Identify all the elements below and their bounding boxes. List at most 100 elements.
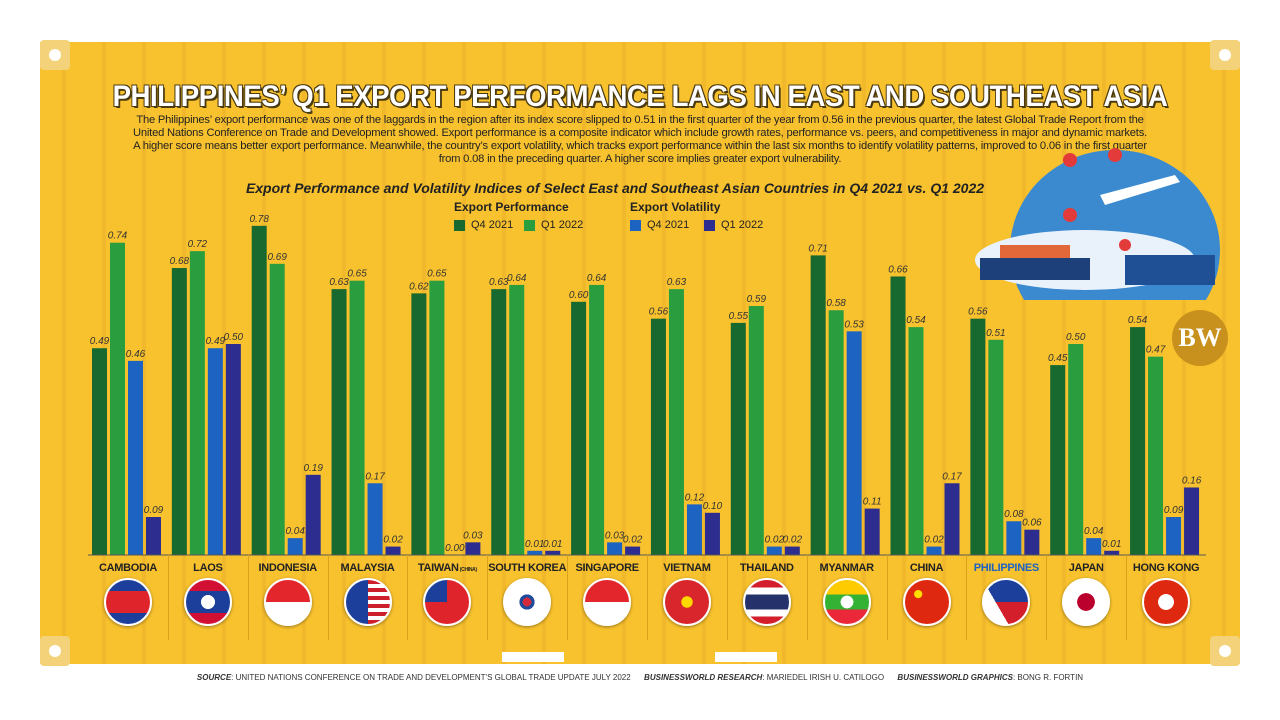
graphics-label: BUSINESSWORLD GRAPHICS — [897, 673, 1013, 682]
legend-item: Q1 2022 — [524, 219, 583, 231]
bar-thailand-s0 — [730, 322, 746, 555]
bar-taiwan-s0 — [411, 293, 427, 555]
bar-laos-s2 — [207, 348, 223, 555]
divider — [247, 555, 249, 640]
divider — [726, 555, 728, 640]
value-label: 0.50 — [224, 332, 244, 343]
value-label: 0.66 — [888, 264, 908, 275]
bar-myanmar-s1 — [828, 310, 844, 555]
legend-label: Q4 2021 — [647, 219, 690, 231]
category-label: MALAYSIA — [340, 562, 395, 574]
legend-swatch — [630, 219, 641, 231]
value-label: 0.03 — [463, 530, 483, 541]
value-label: 0.74 — [108, 231, 128, 242]
bar-thailand-s3 — [784, 546, 800, 555]
bar-japan-s1 — [1068, 344, 1084, 555]
legend-item: Q4 2021 — [454, 219, 513, 231]
divider — [806, 555, 808, 640]
bar-laos-s3 — [225, 344, 241, 555]
flag-china-icon — [902, 578, 951, 626]
flag-indonesia-icon — [263, 578, 312, 626]
source-label: SOURCE — [196, 673, 232, 682]
value-label: 0.78 — [249, 214, 269, 225]
flag-vietnam-icon — [662, 578, 711, 626]
value-label: 0.02 — [765, 535, 785, 546]
value-label: 0.56 — [968, 307, 988, 318]
bar-malaysia-s2 — [367, 483, 383, 555]
bar-south-korea-s3 — [545, 550, 561, 555]
bar-vietnam-s0 — [650, 318, 666, 555]
value-label: 0.46 — [126, 349, 146, 360]
legend-group-performance: Export Performance — [454, 200, 569, 214]
flag-malaysia-icon — [343, 578, 392, 626]
divider — [1046, 555, 1048, 640]
bar-myanmar-s2 — [846, 331, 862, 555]
flag-laos-icon — [183, 578, 232, 626]
value-label: 0.45 — [1048, 353, 1068, 364]
flag-cambodia-icon — [104, 578, 152, 626]
flag-myanmar-icon — [822, 578, 871, 626]
bar-japan-s0 — [1050, 365, 1066, 555]
category-label: CHINA — [909, 562, 944, 574]
divider — [966, 555, 968, 640]
divider — [1126, 555, 1128, 640]
bar-myanmar-s3 — [864, 508, 880, 555]
category-label: THAILAND — [739, 562, 794, 574]
value-label: 0.03 — [605, 530, 625, 541]
bar-vietnam-s2 — [686, 504, 702, 555]
bar-thailand-s2 — [766, 546, 782, 555]
bar-china-s0 — [890, 276, 906, 555]
research-text: : MARIEDEL IRISH U. CATILOGO — [762, 673, 885, 682]
legend-swatch — [704, 219, 715, 231]
legend-item: Q1 2022 — [704, 219, 763, 231]
bar-vietnam-s3 — [704, 512, 720, 555]
category-label: PHILIPPINES — [973, 562, 1039, 574]
bar-myanmar-s0 — [810, 255, 826, 555]
value-label: 0.63 — [667, 277, 687, 288]
flag-japan-icon — [1062, 578, 1111, 626]
value-label: 0.02 — [383, 535, 403, 546]
value-label: 0.49 — [206, 336, 226, 347]
decor-tab — [502, 652, 564, 662]
category-label: SINGAPORE — [575, 562, 639, 574]
decor-tab — [715, 652, 777, 662]
bar-cambodia-s0 — [92, 348, 107, 555]
value-label: 0.64 — [507, 273, 527, 284]
category-label: VIETNAM — [663, 562, 711, 574]
value-label: 0.11 — [863, 497, 882, 508]
source-text: : UNITED NATIONS CONFERENCE ON TRADE AND… — [231, 673, 631, 682]
businessworld-logo: BW — [1172, 310, 1228, 366]
bar-indonesia-s2 — [287, 538, 303, 555]
category-label: CAMBODIA — [98, 562, 158, 574]
bar-philippines-s1 — [988, 339, 1004, 555]
category-label: INDONESIA — [258, 562, 317, 574]
divider — [407, 555, 409, 640]
legend-label: Q4 2021 — [471, 219, 514, 231]
legend-swatch — [524, 219, 535, 231]
value-label: 0.60 — [569, 290, 589, 301]
bar-philippines-s0 — [970, 318, 986, 555]
legend-label: Q1 2022 — [721, 219, 764, 231]
legend-label: Q1 2022 — [541, 219, 584, 231]
bar-vietnam-s1 — [668, 289, 684, 555]
bar-hong-kong-s2 — [1166, 517, 1182, 555]
category-label: LAOS — [193, 562, 223, 574]
value-label: 0.08 — [1004, 509, 1024, 520]
divider — [327, 555, 329, 640]
value-label: 0.62 — [409, 281, 429, 292]
bar-malaysia-s1 — [349, 280, 365, 555]
bar-cambodia-s1 — [110, 242, 125, 555]
value-label: 0.65 — [347, 269, 367, 280]
divider — [646, 555, 648, 640]
value-label: 0.63 — [489, 277, 509, 288]
value-label: 0.56 — [649, 307, 669, 318]
value-label: 0.01 — [525, 539, 544, 550]
bar-taiwan-s3 — [465, 542, 481, 555]
value-label: 0.49 — [90, 336, 110, 347]
category-label: SOUTH KOREA — [488, 562, 567, 574]
value-label: 0.72 — [188, 239, 208, 250]
bar-hong-kong-s3 — [1184, 487, 1200, 555]
footer-credits: SOURCE: UNITED NATIONS CONFERENCE ON TRA… — [0, 673, 1280, 682]
value-label: 0.50 — [1066, 332, 1086, 343]
legend-group-volatility: Export Volatility — [630, 200, 721, 214]
